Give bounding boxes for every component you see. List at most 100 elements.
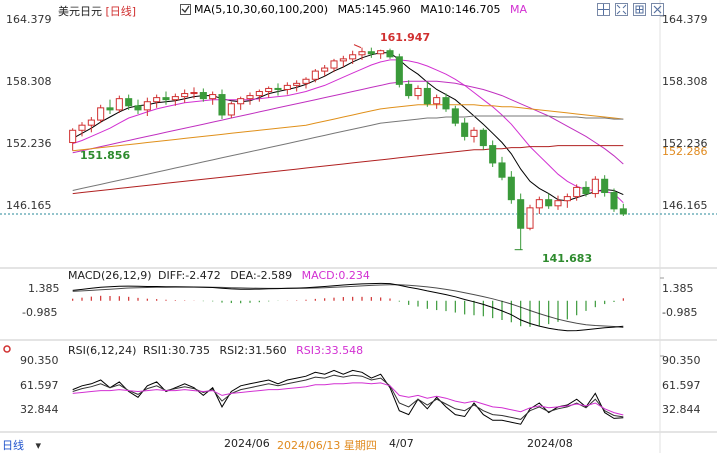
macd-dea: DEA:-2.589 (230, 269, 293, 282)
settings-icon[interactable] (2, 344, 12, 354)
ma-line-ma10 (72, 59, 624, 204)
ma5-value: MA5:145.960 (337, 3, 411, 16)
crosshair-icon[interactable] (597, 3, 610, 16)
candle-body (489, 145, 497, 164)
rsi-tick-right: 32.844 (662, 403, 701, 416)
candle-body (591, 178, 599, 195)
period-tab-label: 日线 (2, 439, 24, 452)
price-tick-left: 158.308 (6, 75, 52, 88)
candle-body (601, 178, 609, 194)
candle-body (573, 186, 581, 198)
low-annotation: 141.683 (542, 252, 593, 265)
period-tag[interactable]: [日线] (105, 5, 137, 18)
rsi-legend: RSI(6,12,24) RSI1:30.735 RSI2:31.560 RSI… (68, 344, 363, 357)
rsi2-line (72, 374, 624, 420)
candle-body (255, 91, 263, 97)
candle-body (405, 83, 413, 97)
ma-line-ma30 (72, 80, 624, 165)
candle-body (181, 93, 189, 98)
date-cursor-weekday: 星期四 (343, 439, 377, 452)
ma-line-ma60 (72, 104, 624, 152)
candle-body (134, 105, 142, 111)
rsi-tick-left: 90.350 (20, 354, 59, 367)
date-tick: 2024/08 (527, 437, 573, 450)
candle-body (330, 60, 338, 69)
candle-body (283, 84, 291, 90)
candle-body (339, 58, 347, 62)
shrink-icon[interactable] (615, 3, 628, 16)
price-tick-left: 164.379 (6, 13, 52, 26)
candle-body (227, 103, 235, 116)
candle-body (535, 199, 543, 209)
candle-body (610, 192, 618, 210)
candle-body (423, 87, 431, 105)
date-cursor-value: 2024/06/13 (277, 439, 341, 452)
checkbox-icon[interactable] (180, 4, 191, 15)
price-tick-left: 152.236 (6, 137, 52, 150)
candle-body (321, 67, 329, 72)
candle-body (517, 199, 525, 229)
rsi-tick-right: 90.350 (662, 354, 701, 367)
candle-body (69, 129, 77, 144)
price-marker-value: 152.286 (662, 145, 708, 158)
price-tick-right: 152.236 (662, 137, 708, 150)
ma-params: MA(5,10,30,60,100,200) (194, 3, 329, 16)
macd-tick-right: -0.985 (662, 306, 698, 319)
candle-body (143, 101, 151, 111)
candle-body (293, 82, 301, 86)
ma-more: MA (510, 3, 528, 16)
candle-body (78, 124, 86, 131)
rsi1-value: RSI1:30.735 (142, 344, 211, 357)
candle-body (311, 70, 319, 80)
expand-icon[interactable] (633, 3, 646, 16)
candle-body (209, 94, 217, 100)
rsi-title: RSI(6,12,24) (68, 344, 137, 357)
ma-line-ma200 (72, 145, 624, 195)
candle-body (395, 56, 403, 85)
candle-body (367, 51, 375, 55)
candle-body (153, 97, 161, 103)
candle-body (386, 50, 394, 58)
candle-body (246, 95, 254, 100)
price-tick-right: 146.165 (662, 199, 708, 212)
candle-body (302, 78, 310, 84)
candle-body (470, 129, 478, 137)
candle-body (433, 97, 441, 105)
rsi-tick-left: 32.844 (20, 403, 59, 416)
date-cursor: 2024/06/13 星期四 (277, 437, 377, 453)
rsi-tick-left: 61.597 (20, 379, 59, 392)
candle-body (526, 207, 534, 229)
candle-body (87, 119, 95, 126)
candle-body (125, 98, 133, 107)
start-low-annotation: 151.856 (80, 149, 131, 162)
candle-body (106, 107, 114, 111)
date-cursor-tail: 4/07 (389, 437, 414, 450)
candle-body (115, 98, 123, 111)
macd-tick-left: -0.985 (22, 306, 58, 319)
candle-body (171, 96, 179, 101)
candle-body (545, 199, 553, 207)
macd-dea-line (72, 284, 624, 328)
ma10-value: MA10:146.705 (420, 3, 501, 16)
date-tick: 2024/06 (224, 437, 270, 450)
candle-body (442, 97, 450, 110)
candle-body (451, 108, 459, 124)
ma-line-ma5 (72, 52, 624, 202)
macd-legend: MACD(26,12,9) DIFF:-2.472 DEA:-2.589 MAC… (68, 269, 370, 282)
period-tab[interactable]: 日线 ▾ (2, 437, 41, 453)
rsi1-line (72, 369, 624, 425)
high-marker (353, 44, 362, 49)
ma-line-ma100 (72, 115, 624, 191)
price-tick-right: 164.379 (662, 13, 708, 26)
close-icon[interactable] (651, 3, 664, 16)
price-tick-left: 146.165 (6, 199, 52, 212)
candle-body (479, 129, 487, 147)
candle-body (358, 51, 366, 56)
high-annotation: 161.947 (380, 31, 431, 44)
candle-body (274, 87, 282, 90)
price-tick-right: 158.308 (662, 75, 708, 88)
candle-body (265, 87, 273, 93)
candle-body (377, 50, 385, 55)
candle-body (237, 98, 245, 105)
